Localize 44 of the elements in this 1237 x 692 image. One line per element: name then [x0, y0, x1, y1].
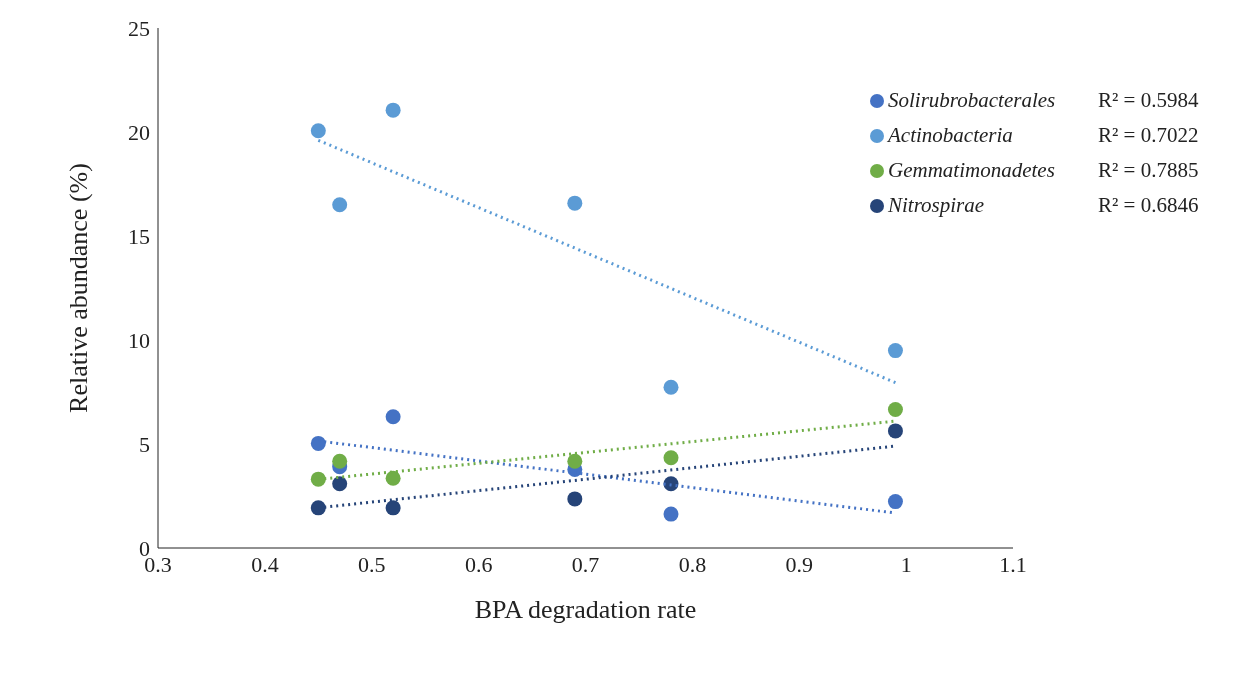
- point: [567, 491, 583, 507]
- y-tick-label: 20: [128, 119, 150, 145]
- x-axis-title: BPA degradation rate: [474, 595, 697, 624]
- text: R² = 0.6846: [1098, 193, 1200, 218]
- point: [663, 450, 679, 466]
- legend-label: Solirubrobacterales: [888, 88, 1057, 113]
- point: [310, 500, 326, 516]
- point: [310, 123, 326, 139]
- x-tick-label: 0.8: [678, 551, 707, 577]
- point: [385, 500, 401, 516]
- y-tick-label: 15: [128, 223, 150, 249]
- text: R² = 0.7885: [1098, 158, 1200, 183]
- x-tick-label: 0.4: [251, 551, 279, 577]
- x-tick-label: 0.5: [358, 551, 386, 577]
- point: [310, 435, 326, 451]
- y-tick-label: 25: [128, 15, 150, 41]
- text: R² = 0.7022: [1098, 123, 1200, 148]
- legend-label: Nitrospirae: [888, 193, 986, 218]
- point: [332, 476, 348, 492]
- point: [663, 379, 679, 395]
- y-axis-title: Relative abundance (%): [64, 163, 94, 413]
- point: [663, 506, 679, 522]
- legend-label: Actinobacteria: [888, 123, 1014, 148]
- x-tick-label: 0.9: [785, 551, 813, 577]
- point: [332, 453, 348, 469]
- point: [385, 409, 401, 425]
- point: [887, 401, 903, 417]
- y-tick-label: 5: [139, 431, 150, 457]
- x-tick-label: 1: [900, 551, 912, 577]
- point: [310, 471, 326, 487]
- text: R² = 0.5984: [1098, 88, 1200, 113]
- point: [887, 494, 903, 510]
- point: [385, 470, 401, 486]
- x-tick-label: 1.1: [999, 551, 1027, 577]
- point: [887, 423, 903, 439]
- point: [332, 197, 348, 213]
- legend-label: Gemmatimonadetes: [888, 158, 1056, 183]
- point: [385, 102, 401, 118]
- x-tick-label: 0.7: [571, 551, 600, 577]
- point: [567, 195, 583, 211]
- y-tick-label: 10: [128, 327, 150, 353]
- point: [567, 453, 583, 469]
- x-tick-label: 0.6: [464, 551, 493, 577]
- point: [887, 343, 903, 359]
